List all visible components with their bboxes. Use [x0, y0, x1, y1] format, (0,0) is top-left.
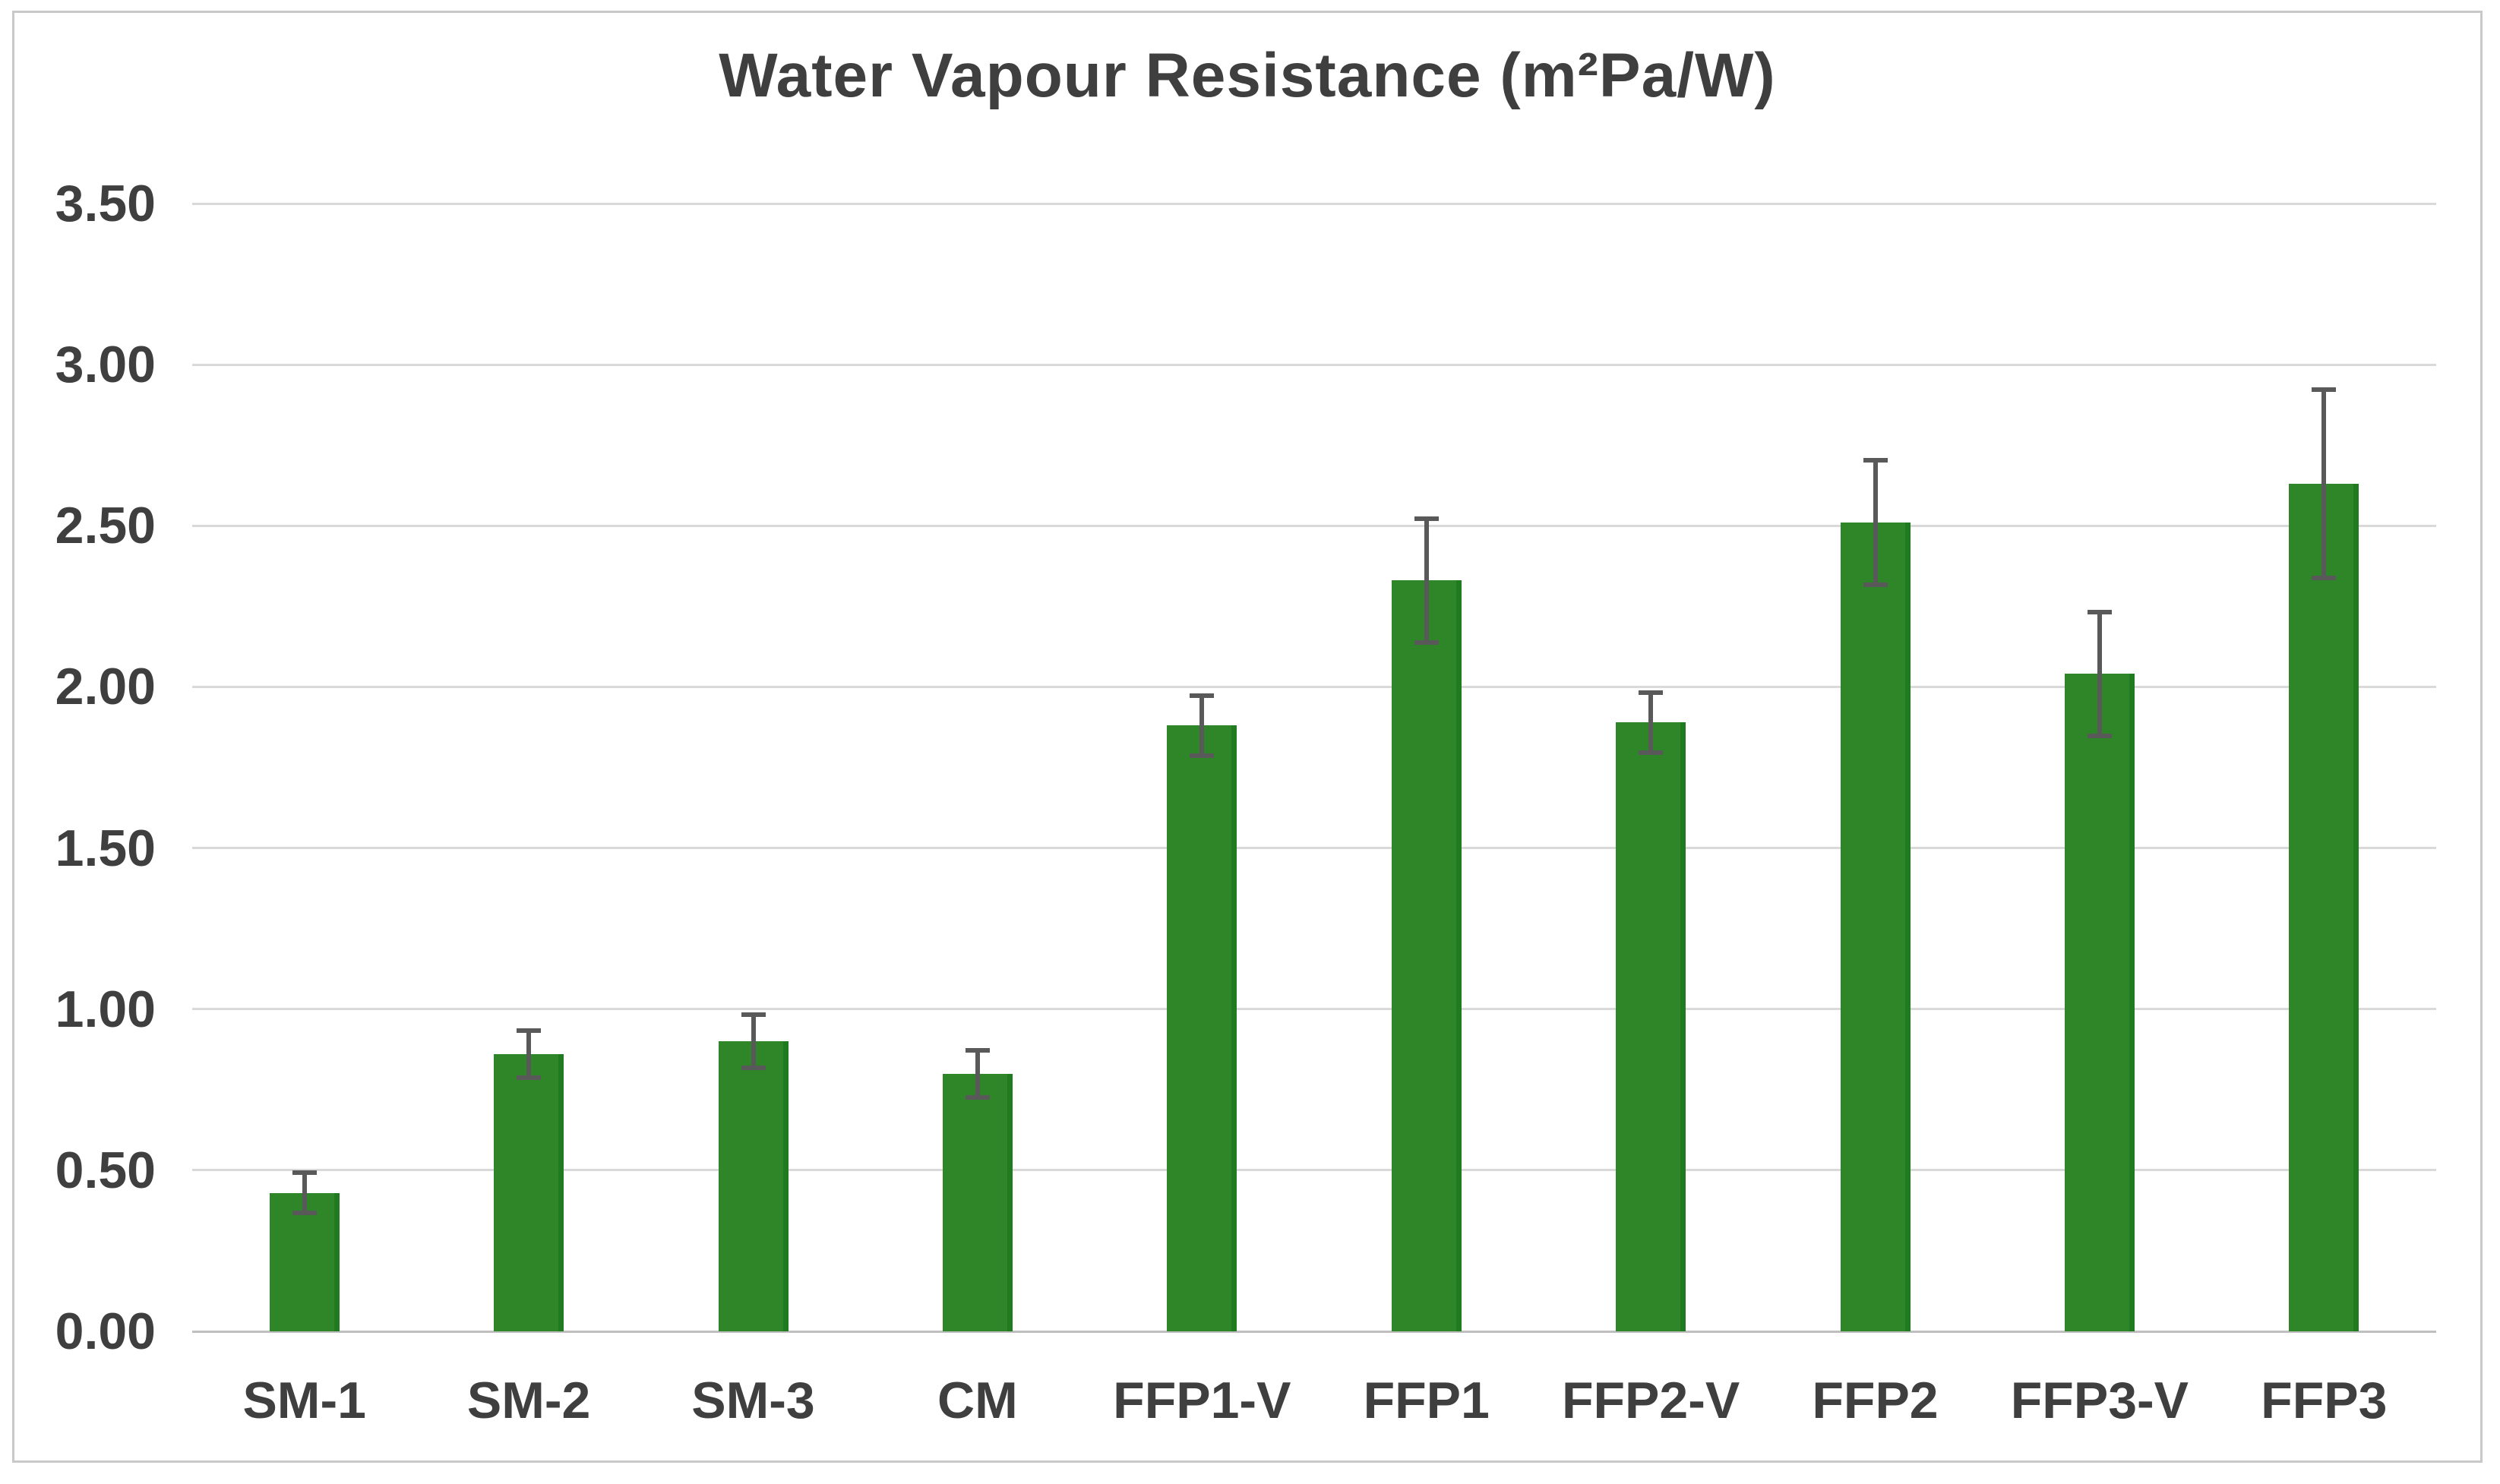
error-bar-part: [1863, 582, 1888, 587]
gridline: [192, 685, 2436, 688]
bar-sm-2: [494, 1054, 564, 1331]
error-bar-part: [1424, 516, 1429, 646]
bar-ffp1-v: [1167, 725, 1237, 1331]
chart-figure: Water Vapour Resistance (m²Pa/W) 0.00 0.5…: [12, 11, 2483, 1463]
error-bar-part: [526, 1028, 532, 1081]
error-bar-part: [2087, 609, 2112, 614]
y-tick-label: 2.00: [55, 658, 156, 716]
error-bar-sm-1: [292, 1170, 317, 1216]
error-bar-part: [1414, 516, 1439, 521]
error-bar-part: [2097, 609, 2102, 739]
error-bar-part: [2321, 387, 2327, 581]
error-bar-part: [517, 1075, 542, 1081]
error-bar-part: [292, 1170, 317, 1175]
bar-ffp3: [2289, 484, 2359, 1331]
error-bar-part: [292, 1211, 317, 1216]
error-bar-part: [975, 1047, 980, 1100]
gridline: [192, 1008, 2436, 1011]
error-bar-part: [1639, 750, 1664, 755]
error-bar-sm-3: [741, 1012, 766, 1071]
error-bar-part: [1639, 690, 1664, 695]
error-bar-part: [1190, 693, 1215, 698]
y-tick-label: 1.00: [55, 980, 156, 1038]
error-bar-ffp3: [2312, 387, 2337, 581]
error-bar-part: [302, 1170, 307, 1216]
x-category-label-ffp1-v: FFP1-V: [1113, 1372, 1291, 1429]
x-category-label-ffp2-v: FFP2-V: [1561, 1372, 1740, 1429]
error-bar-part: [1199, 693, 1205, 758]
y-tick-label: 3.00: [55, 336, 156, 394]
error-bar-part: [517, 1028, 542, 1034]
error-bar-part: [2312, 576, 2337, 581]
error-bar-ffp1-v: [1190, 693, 1215, 758]
y-axis-tick-labels: 0.00 0.50 1.00 1.50 2.00 2.50 3.00 3.50: [14, 175, 160, 1360]
x-axis-line: [192, 1330, 2436, 1333]
x-category-label-ffp3-v: FFP3-V: [2010, 1372, 2189, 1429]
error-bar-part: [965, 1047, 990, 1053]
error-bar-part: [1414, 640, 1439, 646]
error-bar-ffp2: [1863, 458, 1888, 587]
y-tick-label: 3.50: [55, 175, 156, 232]
x-category-label-sm-1: SM-1: [242, 1372, 366, 1429]
x-category-label-ffp1: FFP1: [1363, 1372, 1490, 1429]
y-tick-label: 1.50: [55, 819, 156, 877]
error-bar-part: [741, 1012, 766, 1017]
x-axis-category-labels: SM-1 SM-2 SM-3 CM FFP1-V FFP1 FFP2-V FFP2 FFP3-V…: [192, 1371, 2436, 1454]
bar-sm-1: [269, 1192, 340, 1331]
error-bar-ffp3-v: [2087, 609, 2112, 739]
error-bar-part: [741, 1066, 766, 1071]
gridline: [192, 847, 2436, 850]
chart-title: Water Vapour Resistance (m²Pa/W): [719, 41, 1776, 110]
error-bar-cm: [965, 1047, 990, 1100]
gridline: [192, 1169, 2436, 1172]
bar-sm-3: [718, 1041, 789, 1331]
error-bar-ffp1: [1414, 516, 1439, 646]
bar-ffp2-v: [1616, 722, 1686, 1331]
error-bar-part: [751, 1012, 756, 1071]
gridline: [192, 524, 2436, 527]
error-bar-ffp2-v: [1639, 690, 1664, 755]
x-category-label-ffp2: FFP2: [1812, 1372, 1939, 1429]
error-bar-part: [1648, 690, 1654, 755]
y-tick-label: 0.50: [55, 1141, 156, 1199]
error-bar-part: [2087, 734, 2112, 739]
bar-ffp2: [1840, 523, 1911, 1331]
error-bar-part: [1863, 458, 1888, 463]
y-tick-label: 2.50: [55, 497, 156, 555]
bar-ffp1: [1391, 580, 1462, 1331]
x-category-label-ffp3: FFP3: [2261, 1372, 2388, 1429]
bar-ffp3-v: [2064, 674, 2135, 1331]
gridline: [192, 202, 2436, 205]
error-bar-part: [1190, 753, 1215, 758]
error-bar-part: [1873, 458, 1878, 587]
x-category-label-cm: CM: [937, 1372, 1018, 1429]
plot-area: [192, 202, 2436, 1333]
x-category-label-sm-2: SM-2: [466, 1372, 591, 1429]
bar-cm: [942, 1073, 1013, 1331]
y-tick-label: 0.00: [55, 1302, 156, 1360]
x-category-label-sm-3: SM-3: [691, 1372, 815, 1429]
error-bar-sm-2: [517, 1028, 542, 1081]
gridline: [192, 363, 2436, 366]
error-bar-part: [965, 1094, 990, 1100]
error-bar-part: [2312, 387, 2337, 392]
